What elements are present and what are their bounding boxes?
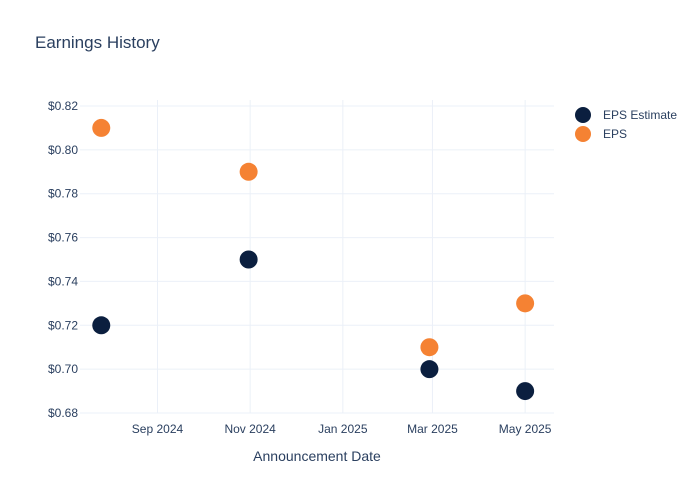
eps-point[interactable] — [92, 118, 111, 137]
y-tick-label: $0.72 — [48, 318, 78, 332]
x-axis-ticks: Sep 2024 Nov 2024 Jan 2025 Mar 2025 May 2025 — [132, 422, 552, 436]
data-points[interactable] — [92, 118, 535, 401]
y-tick-label: $0.80 — [48, 143, 78, 157]
y-tick-label: $0.76 — [48, 231, 78, 245]
x-axis-title: Announcement Date — [253, 448, 381, 464]
legend-item-eps-estimate[interactable]: EPS Estimate — [575, 105, 677, 124]
legend-item-eps[interactable]: EPS — [575, 124, 677, 143]
eps-estimate-point[interactable] — [239, 250, 258, 269]
legend-label: EPS Estimate — [603, 107, 678, 122]
legend-marker-icon — [575, 125, 591, 142]
x-tick-label: Nov 2024 — [224, 422, 276, 436]
grid-lines — [80, 100, 554, 414]
eps-estimate-point[interactable] — [92, 316, 111, 335]
y-tick-label: $0.78 — [48, 187, 78, 201]
eps-estimate-point[interactable] — [516, 382, 535, 401]
y-tick-label: $0.74 — [48, 274, 78, 288]
x-tick-label: May 2025 — [499, 422, 552, 436]
y-tick-label: $0.68 — [48, 406, 78, 420]
y-axis-ticks: $0.68 $0.70 $0.72 $0.74 $0.76 $0.78 $0.80 $0.82 — [48, 99, 78, 420]
eps-point[interactable] — [420, 338, 439, 357]
eps-estimate-point[interactable] — [420, 360, 439, 379]
x-tick-label: Sep 2024 — [132, 422, 184, 436]
x-tick-label: Mar 2025 — [407, 422, 458, 436]
x-tick-label: Jan 2025 — [318, 422, 368, 436]
y-tick-label: $0.70 — [48, 362, 78, 376]
eps-point[interactable] — [239, 162, 258, 181]
legend-marker-icon — [575, 106, 591, 123]
chart-title: Earnings History — [35, 33, 160, 52]
eps-point[interactable] — [516, 294, 535, 313]
y-tick-label: $0.82 — [48, 99, 78, 113]
legend-label: EPS — [603, 126, 628, 141]
chart-legend[interactable]: EPS Estimate EPS — [575, 105, 677, 143]
